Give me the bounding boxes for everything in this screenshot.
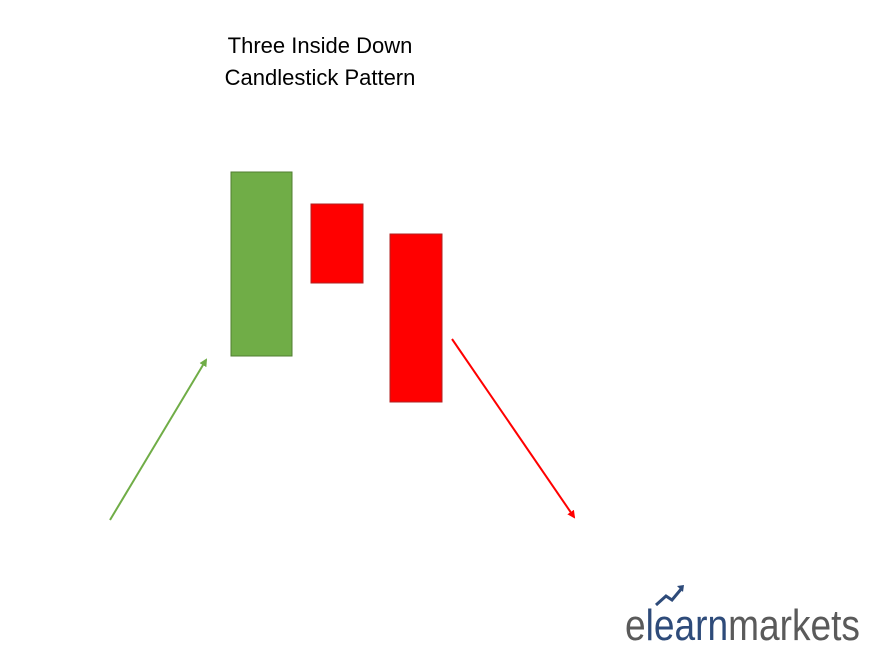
uptrend-arrow bbox=[109, 358, 208, 521]
logo: elearnmarkets bbox=[625, 601, 860, 650]
title-line: Three Inside Down bbox=[228, 33, 413, 58]
bearish-candle bbox=[389, 233, 443, 403]
downtrend-arrow bbox=[451, 338, 576, 519]
logo-part: learn bbox=[646, 601, 728, 650]
title-line: Candlestick Pattern bbox=[225, 65, 416, 90]
logo-icon bbox=[677, 585, 684, 592]
logo-part: markets bbox=[728, 601, 860, 650]
logo-icon bbox=[654, 587, 684, 607]
bullish-candle bbox=[230, 171, 293, 357]
logo-part: e bbox=[625, 601, 646, 650]
bearish-candle bbox=[310, 203, 364, 284]
